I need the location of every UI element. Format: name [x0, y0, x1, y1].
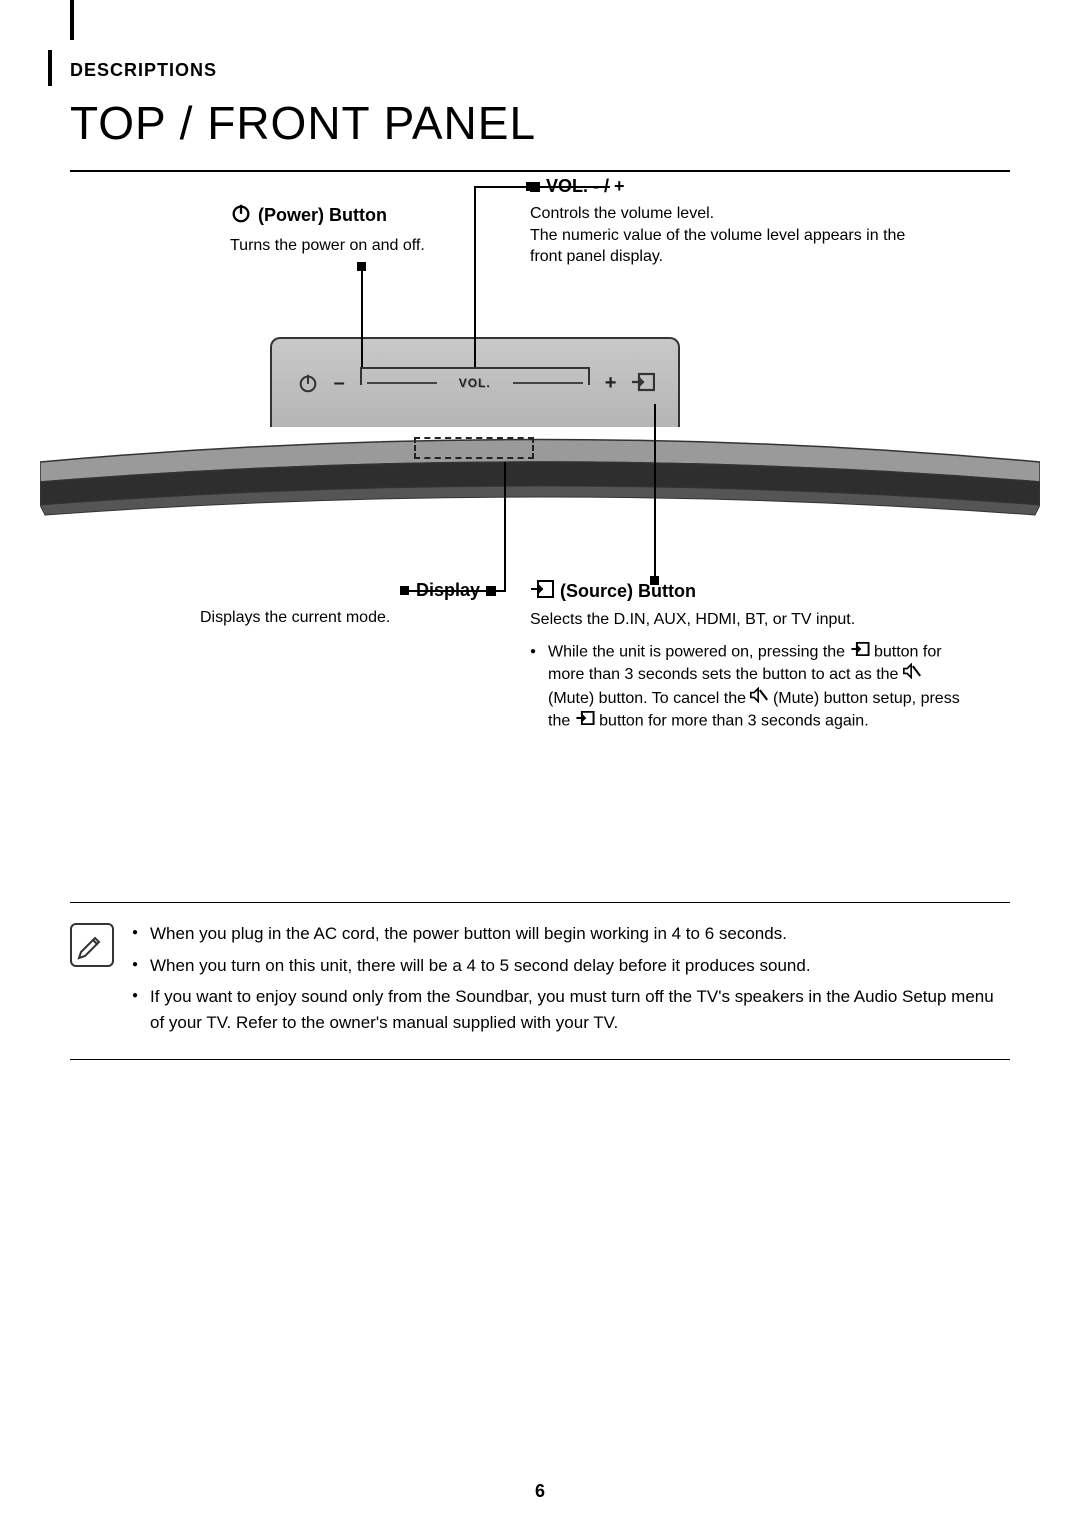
section-header: DESCRIPTIONS: [48, 50, 1010, 86]
source-icon: [850, 641, 870, 663]
note-item: When you turn on this unit, there will b…: [132, 953, 1010, 979]
connector-line: [654, 404, 656, 580]
callout-source-body: Selects the D.IN, AUX, HDMI, BT, or TV i…: [530, 609, 970, 631]
source-icon: [575, 710, 595, 732]
panel-power-icon: [297, 372, 319, 394]
page-number: 6: [0, 1481, 1080, 1502]
callout-display: Display Displays the current mode.: [200, 580, 520, 629]
text: button for more than 3 seconds again.: [599, 713, 869, 730]
callout-source-heading: (Source) Button: [560, 581, 696, 602]
notes-list: When you plug in the AC cord, the power …: [132, 921, 1010, 1041]
connector-end: [357, 262, 366, 271]
note-icon: [70, 923, 114, 967]
connector-end: [650, 576, 659, 585]
callout-power-body: Turns the power on and off.: [230, 235, 510, 257]
notes-block: When you plug in the AC cord, the power …: [70, 902, 1010, 1060]
note-item: When you plug in the AC cord, the power …: [132, 921, 1010, 947]
callout-vol: VOL. - / + Controls the volume level. Th…: [530, 176, 910, 268]
connector-end: [400, 586, 409, 595]
connector-line: [474, 186, 530, 188]
diagram: (Power) Button Turns the power on and of…: [70, 172, 1010, 872]
panel-connector-bracket: [360, 367, 590, 385]
connector-line: [361, 262, 363, 367]
callout-source-list: While the unit is powered on, pressing t…: [530, 641, 970, 733]
power-icon: [230, 202, 252, 229]
callout-vol-body: Controls the volume level. The numeric v…: [530, 203, 910, 268]
connector-line: [404, 590, 504, 592]
connector-line: [474, 186, 476, 367]
mute-icon: [750, 687, 768, 710]
vol-minus: –: [334, 372, 345, 395]
soundbar-illustration: – VOL. +: [40, 427, 1040, 527]
callout-source: (Source) Button Selects the D.IN, AUX, H…: [530, 580, 970, 733]
display-indicator: [414, 437, 534, 459]
note-item: If you want to enjoy sound only from the…: [132, 984, 1010, 1035]
panel-source-icon: [631, 372, 653, 394]
source-icon: [530, 580, 554, 603]
header-rule: [70, 0, 74, 40]
vol-plus: +: [605, 372, 617, 395]
soundbar-svg: [40, 427, 1040, 537]
text: While the unit is powered on, pressing t…: [548, 643, 850, 660]
callout-power-heading: (Power) Button: [258, 205, 387, 226]
callout-power: (Power) Button Turns the power on and of…: [230, 202, 510, 257]
callout-source-bullet: While the unit is powered on, pressing t…: [530, 641, 970, 733]
callout-display-body: Displays the current mode.: [200, 607, 520, 629]
connector-line: [530, 186, 610, 188]
connector-line: [504, 462, 506, 592]
page-title: TOP / FRONT PANEL: [70, 96, 1010, 150]
mute-icon: [903, 663, 921, 686]
text: (Mute) button. To cancel the: [548, 690, 750, 707]
